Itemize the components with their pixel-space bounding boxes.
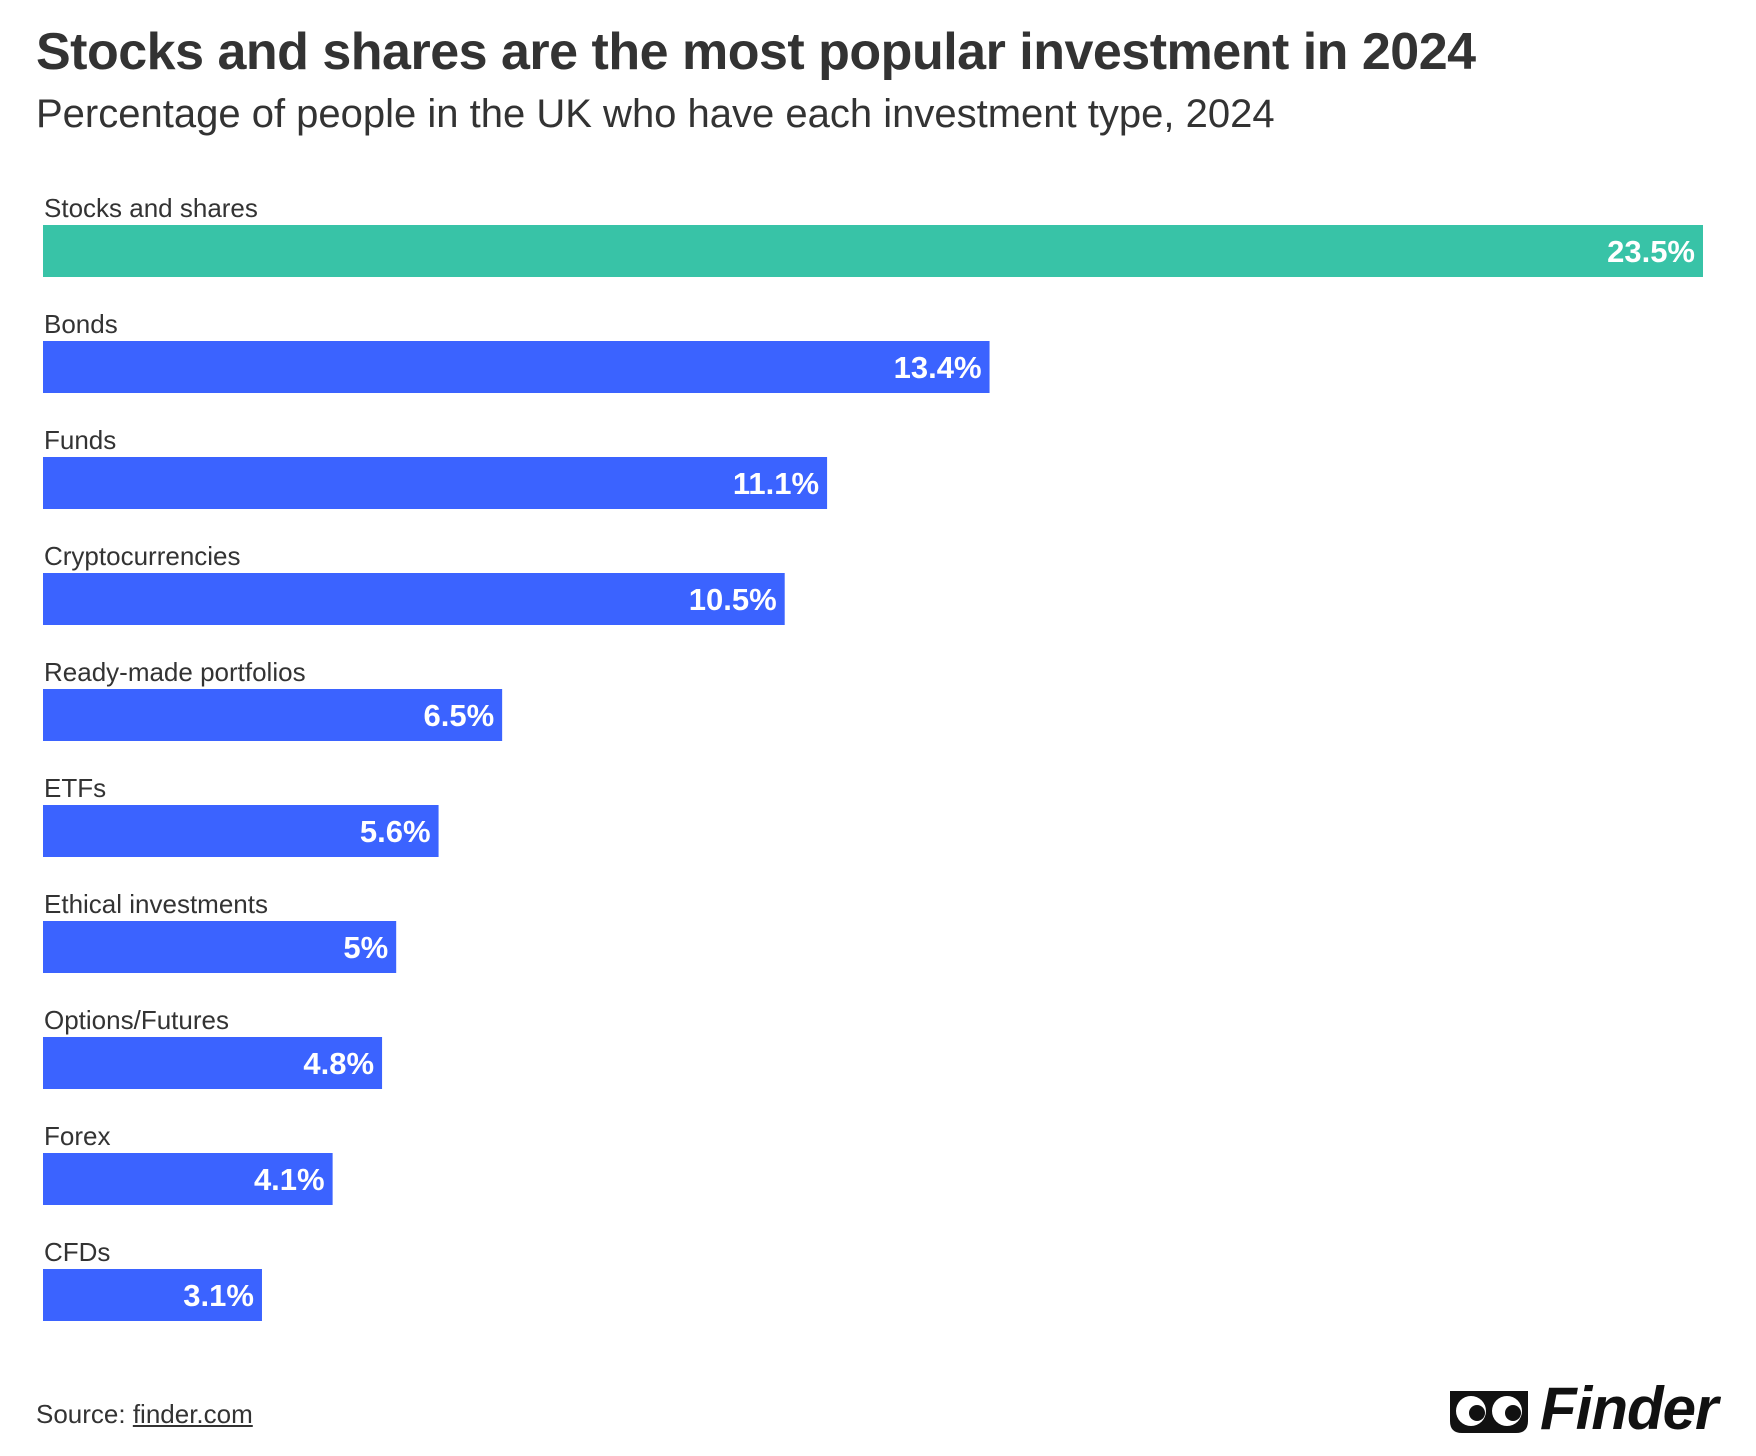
eyes-icon — [1450, 1391, 1528, 1433]
value-label: 5% — [343, 930, 388, 965]
category-label: Forex — [44, 1121, 110, 1151]
value-label: 5.6% — [360, 814, 431, 849]
bar-chart: Stocks and shares 23.5% Bonds 13.4% Funds 11.… — [43, 193, 1703, 1321]
value-label: 6.5% — [423, 698, 494, 733]
bar — [43, 1037, 383, 1089]
source-prefix: Source: — [36, 1399, 133, 1429]
category-label: CFDs — [44, 1237, 110, 1267]
category-label: Ethical investments — [44, 889, 268, 919]
value-label: 3.1% — [183, 1278, 254, 1313]
value-label: 23.5% — [1607, 234, 1695, 269]
category-label: Stocks and shares — [44, 193, 258, 223]
bar — [43, 689, 503, 741]
bar — [43, 1269, 262, 1321]
chart-subtitle: Percentage of people in the UK who have … — [36, 92, 1275, 136]
value-label: 10.5% — [689, 582, 777, 617]
value-label: 4.1% — [254, 1162, 325, 1197]
bar — [43, 341, 990, 393]
bar — [43, 225, 1703, 277]
value-label: 13.4% — [894, 350, 982, 385]
category-label: Cryptocurrencies — [44, 541, 241, 571]
source-note: Source: finder.com — [36, 1399, 253, 1430]
source-link[interactable]: finder.com — [132, 1399, 253, 1429]
bar — [43, 573, 785, 625]
category-label: Ready-made portfolios — [44, 657, 306, 687]
category-label: Bonds — [44, 309, 118, 339]
bar — [43, 921, 397, 973]
finder-logo: Finder — [1446, 1374, 1718, 1444]
value-label: 4.8% — [303, 1046, 374, 1081]
category-label: Funds — [44, 425, 116, 455]
bar — [43, 1153, 333, 1205]
logo-wordmark: Finder — [1540, 1375, 1718, 1442]
value-label: 11.1% — [733, 466, 819, 501]
category-label: Options/Futures — [44, 1005, 229, 1035]
bar — [43, 805, 439, 857]
bar — [43, 457, 828, 509]
chart-title: Stocks and shares are the most popular i… — [36, 23, 1476, 81]
category-label: ETFs — [44, 773, 106, 803]
